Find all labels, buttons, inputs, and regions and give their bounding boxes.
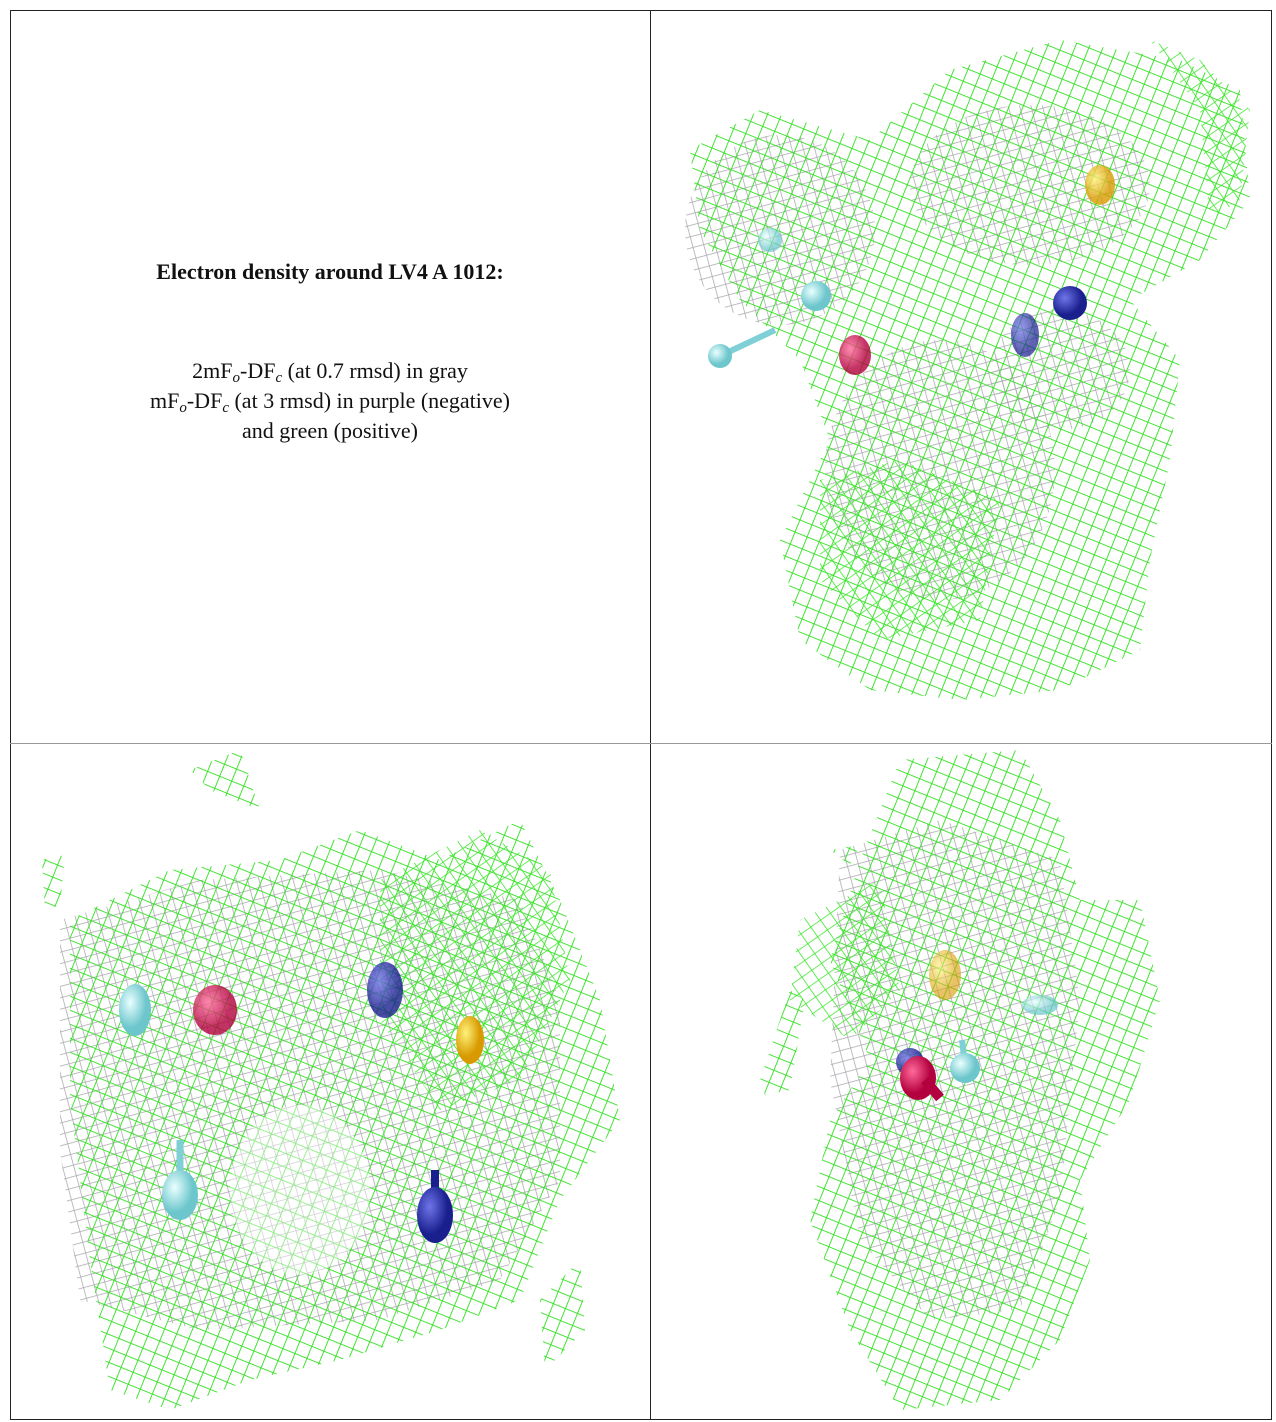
caption-text: (at 3 rmsd) in purple (negative) [228, 388, 510, 413]
caption-text: -DF [186, 388, 223, 413]
table-frame [10, 10, 1272, 1420]
caption-text: -DF [240, 358, 276, 383]
caption-text: (at 0.7 rmsd) in gray [282, 358, 468, 383]
subscript: o [179, 400, 187, 416]
caption-title: Electron density around LV4 A 1012: [156, 259, 504, 284]
caption-cell: Electron density around LV4 A 1012: 2mFo… [11, 11, 649, 742]
caption-line: and green (positive) [11, 416, 649, 446]
caption-line: mFo-DFc (at 3 rmsd) in purple (negative) [11, 386, 649, 416]
caption-line: 2mFo-DFc (at 0.7 rmsd) in gray [11, 356, 649, 386]
subscript: c [222, 400, 229, 416]
caption-text: 2mF [192, 358, 233, 383]
caption-text: mF [150, 388, 180, 413]
density-view-2 [42, 750, 620, 1410]
caption-lines: 2mFo-DFc (at 0.7 rmsd) in gray mFo-DFc (a… [11, 356, 649, 446]
caption-text: and green (positive) [242, 418, 418, 443]
subscript: o [232, 370, 241, 386]
density-view-3 [760, 750, 1160, 1410]
subscript: c [275, 370, 283, 386]
density-view-1 [685, 40, 1250, 700]
